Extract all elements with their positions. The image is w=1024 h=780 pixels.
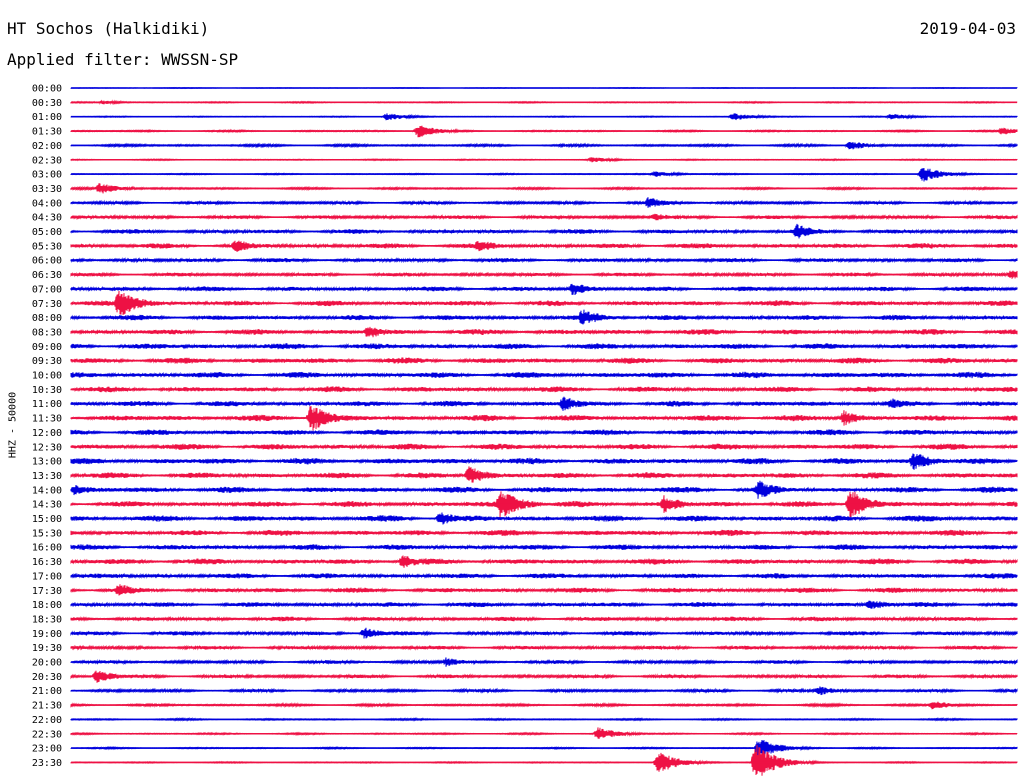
time-tick-label: 19:30 — [32, 643, 62, 654]
time-tick-label: 02:30 — [32, 155, 62, 166]
time-tick-label: 10:00 — [32, 371, 62, 382]
trace-14:30 — [70, 491, 1018, 519]
time-tick-label: 20:30 — [32, 672, 62, 683]
time-tick-label: 11:30 — [32, 414, 62, 425]
time-tick-label: 17:00 — [32, 571, 62, 582]
plot-date: 2019-04-03 — [919, 19, 1016, 38]
time-tick-label: 00:30 — [32, 98, 62, 109]
time-tick-label: 15:30 — [32, 528, 62, 539]
trace-23:30 — [70, 745, 1018, 776]
time-tick-label: 15:00 — [32, 514, 62, 525]
time-tick-label: 09:30 — [32, 356, 62, 367]
time-tick-label: 13:30 — [32, 471, 62, 482]
time-tick-label: 18:30 — [32, 614, 62, 625]
trace-13:30 — [70, 466, 1018, 483]
station-title: HT Sochos (Halkidiki) — [7, 19, 210, 38]
time-tick-label: 13:00 — [32, 457, 62, 468]
time-tick-label: 00:00 — [32, 84, 62, 95]
time-tick-label: 05:30 — [32, 241, 62, 252]
time-tick-label: 08:00 — [32, 313, 62, 324]
time-tick-label: 06:30 — [32, 270, 62, 281]
time-tick-label: 22:00 — [32, 715, 62, 726]
time-tick-label: 20:00 — [32, 658, 62, 669]
time-tick-label: 22:30 — [32, 729, 62, 740]
time-tick-label: 12:00 — [32, 428, 62, 439]
time-tick-label: 09:00 — [32, 342, 62, 353]
time-tick-label: 10:30 — [32, 385, 62, 396]
time-tick-label: 07:30 — [32, 299, 62, 310]
time-tick-label: 18:00 — [32, 600, 62, 611]
time-tick-label: 12:30 — [32, 442, 62, 453]
time-tick-label: 04:00 — [32, 198, 62, 209]
time-tick-label: 21:00 — [32, 686, 62, 697]
time-tick-label: 03:30 — [32, 184, 62, 195]
time-tick-label: 19:00 — [32, 629, 62, 640]
time-tick-label: 16:00 — [32, 543, 62, 554]
time-tick-label: 01:00 — [32, 112, 62, 123]
time-tick-label: 11:00 — [32, 399, 62, 410]
time-tick-label: 05:00 — [32, 227, 62, 238]
time-tick-label: 06:00 — [32, 256, 62, 267]
filter-label: Applied filter: WWSSN-SP — [7, 50, 239, 69]
time-tick-label: 23:30 — [32, 758, 62, 769]
time-tick-label: 08:30 — [32, 327, 62, 338]
time-tick-label: 23:00 — [32, 744, 62, 755]
time-tick-label: 04:30 — [32, 213, 62, 224]
time-tick-label: 14:00 — [32, 485, 62, 496]
time-tick-label: 21:30 — [32, 701, 62, 712]
time-tick-label: 17:30 — [32, 586, 62, 597]
time-tick-label: 01:30 — [32, 127, 62, 138]
time-tick-label: 14:30 — [32, 500, 62, 511]
time-tick-label: 07:00 — [32, 284, 62, 295]
time-tick-label: 02:00 — [32, 141, 62, 152]
time-tick-label: 03:00 — [32, 170, 62, 181]
time-tick-label: 16:30 — [32, 557, 62, 568]
